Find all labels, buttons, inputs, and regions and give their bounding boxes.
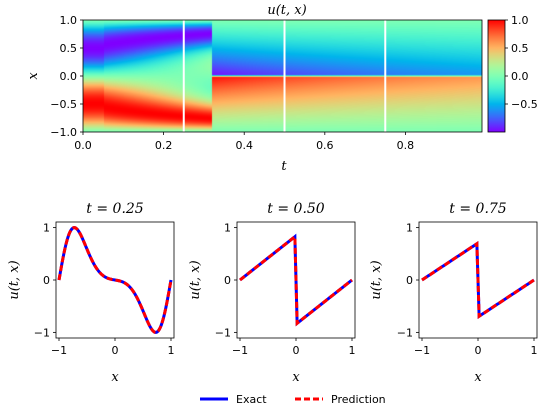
exact-curve [57,226,173,334]
prediction-curve [239,233,353,327]
slice-panel-t050: t = 0.50 x u(t, x) −1 0 1 1 0 −1 [188,201,356,385]
legend-prediction-label: Prediction [331,393,386,406]
y-tick-label: 1 [43,222,50,235]
slice-title: t = 0.75 [449,201,507,217]
y-tick-label: −1 [397,326,413,339]
heatmap-x-ticks: 0.0 0.2 0.4 0.6 0.8 [74,132,414,152]
heatmap-title: u(t, x) [267,3,306,18]
slice-ylabel: u(t, x) [7,260,22,299]
x-tick-label: 0.4 [235,139,253,152]
colorbar-ticks: 1.0 0.5 0.0 −0.5 [505,14,538,111]
legend: Exact Prediction [200,393,386,406]
heatmap-panel: u(t, x) 0.0 0.2 0.4 0.6 0.8 1.0 0.5 0.0 −0.5 −1.… [26,3,538,174]
heatmap-image [83,20,482,132]
slice-ylabel: u(t, x) [369,260,384,299]
y-tick-label: −1.0 [50,126,77,139]
slice-title: t = 0.25 [86,201,144,217]
prediction-curve [57,226,173,334]
slice-xlabel: x [474,370,482,385]
colorbar [488,20,505,132]
slice-panel-t075: t = 0.75 x u(t, x) −1 0 1 1 0 −1 [369,201,538,385]
y-tick-label: −1 [215,326,231,339]
heatmap-y-ticks: 1.0 0.5 0.0 −0.5 −1.0 [50,14,83,139]
y-tick-label: −0.5 [50,98,77,111]
y-tick-label: 1 [406,222,413,235]
x-tick-label: 1 [531,344,538,357]
slice-title: t = 0.50 [267,201,325,217]
prediction-curve [421,240,535,320]
slice-panel-t025: t = 0.25 x u(t, x) −1 0 1 1 0 −1 [7,201,175,385]
y-tick-label: 0.5 [60,42,78,55]
x-tick-label: 0.6 [316,139,334,152]
x-tick-label: 1 [349,344,356,357]
heatmap-ylabel: x [26,72,41,80]
colorbar-tick-label: 0.5 [511,42,529,55]
colorbar-tick-label: 1.0 [511,14,529,27]
legend-exact-label: Exact [236,393,267,406]
y-tick-label: −1 [34,326,50,339]
heatmap-xlabel: t [281,159,287,174]
slice-ylabel: u(t, x) [188,260,203,299]
x-tick-label: 0 [293,344,300,357]
y-tick-label: 0.0 [60,70,78,83]
y-tick-label: 1 [224,222,231,235]
x-tick-label: 1 [168,344,175,357]
y-tick-label: 0 [43,274,50,287]
x-tick-label: −1 [414,344,430,357]
colorbar-tick-label: 0.0 [511,70,529,83]
y-tick-label: 0 [224,274,231,287]
slice-xlabel: x [111,370,119,385]
y-tick-label: 0 [406,274,413,287]
colorbar-tick-label: −0.5 [511,98,538,111]
y-tick-label: 1.0 [60,14,78,27]
x-tick-label: 0 [475,344,482,357]
x-tick-label: 0.2 [155,139,173,152]
x-tick-label: 0.0 [74,139,92,152]
slice-lines [182,20,387,132]
x-tick-label: 0.8 [397,139,415,152]
x-tick-label: 0 [112,344,119,357]
x-tick-label: −1 [51,344,67,357]
slice-xlabel: x [292,370,300,385]
x-tick-label: −1 [232,344,248,357]
